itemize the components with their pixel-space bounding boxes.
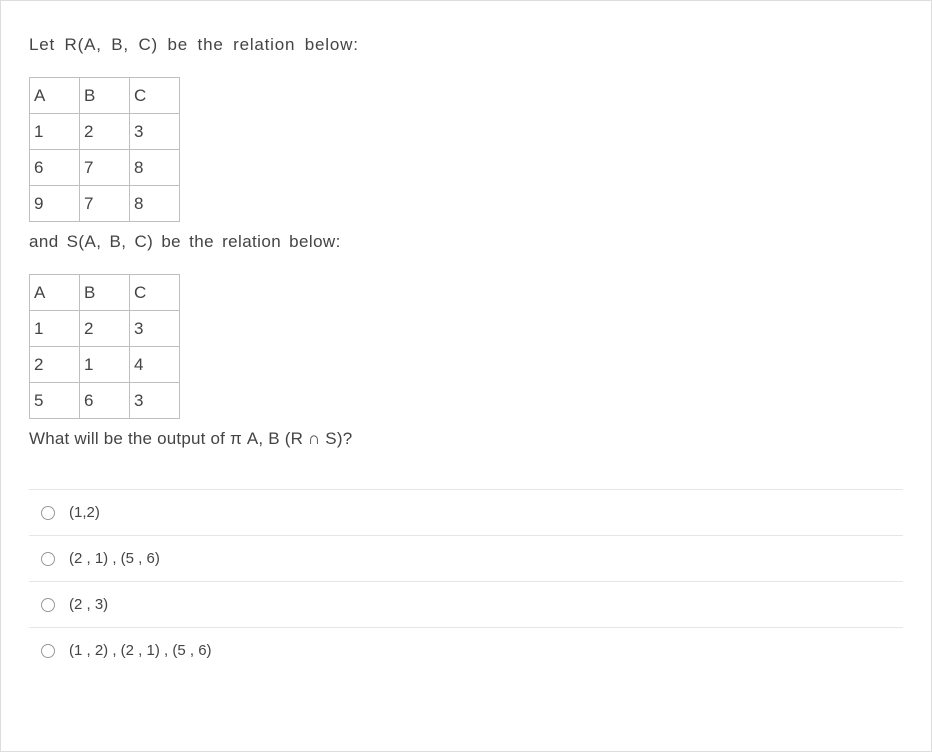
option-label: (1 , 2) , (2 , 1) , (5 , 6) <box>69 642 212 659</box>
option-label: (1,2) <box>69 504 100 521</box>
question-text: What will be the output of π A, B (R ∩ S… <box>29 429 903 449</box>
cell: 3 <box>130 311 180 347</box>
cell: 7 <box>80 150 130 186</box>
radio-icon[interactable] <box>41 598 55 612</box>
table-r: A B C 1 2 3 6 7 8 9 7 8 <box>29 77 180 222</box>
cell: 4 <box>130 347 180 383</box>
cell: 1 <box>80 347 130 383</box>
col-header: A <box>30 275 80 311</box>
table-row: A B C <box>30 78 180 114</box>
cell: 9 <box>30 186 80 222</box>
cell: 8 <box>130 150 180 186</box>
cell: 1 <box>30 114 80 150</box>
table-row: A B C <box>30 275 180 311</box>
option-label: (2 , 3) <box>69 596 108 613</box>
cell: 2 <box>80 311 130 347</box>
table-row: 2 1 4 <box>30 347 180 383</box>
option-label: (2 , 1) , (5 , 6) <box>69 550 160 567</box>
col-header: B <box>80 78 130 114</box>
table-row: 1 2 3 <box>30 114 180 150</box>
table-row: 6 7 8 <box>30 150 180 186</box>
cell: 8 <box>130 186 180 222</box>
cell: 7 <box>80 186 130 222</box>
option-item[interactable]: (2 , 3) <box>29 581 903 627</box>
cell: 5 <box>30 383 80 419</box>
table-row: 9 7 8 <box>30 186 180 222</box>
options-list: (1,2) (2 , 1) , (5 , 6) (2 , 3) (1 , 2) … <box>29 489 903 673</box>
intro-text: Let R(A, B, C) be the relation below: <box>29 35 903 55</box>
table-row: 5 6 3 <box>30 383 180 419</box>
col-header: A <box>30 78 80 114</box>
col-header: C <box>130 78 180 114</box>
cell: 1 <box>30 311 80 347</box>
radio-icon[interactable] <box>41 506 55 520</box>
option-item[interactable]: (1,2) <box>29 489 903 535</box>
col-header: B <box>80 275 130 311</box>
question-container: Let R(A, B, C) be the relation below: A … <box>0 0 932 752</box>
option-item[interactable]: (1 , 2) , (2 , 1) , (5 , 6) <box>29 627 903 673</box>
table-s: A B C 1 2 3 2 1 4 5 6 3 <box>29 274 180 419</box>
cell: 2 <box>80 114 130 150</box>
cell: 6 <box>30 150 80 186</box>
cell: 3 <box>130 383 180 419</box>
radio-icon[interactable] <box>41 644 55 658</box>
radio-icon[interactable] <box>41 552 55 566</box>
mid-text: and S(A, B, C) be the relation below: <box>29 232 903 252</box>
table-row: 1 2 3 <box>30 311 180 347</box>
cell: 6 <box>80 383 130 419</box>
cell: 2 <box>30 347 80 383</box>
col-header: C <box>130 275 180 311</box>
cell: 3 <box>130 114 180 150</box>
option-item[interactable]: (2 , 1) , (5 , 6) <box>29 535 903 581</box>
